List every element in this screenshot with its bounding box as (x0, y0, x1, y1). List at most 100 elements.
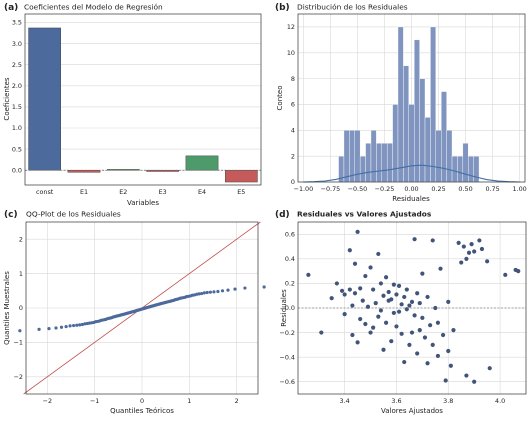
residual-point (342, 292, 347, 297)
residual-point (459, 260, 464, 265)
residual-point (381, 293, 386, 298)
panel-b-title: Distribución de los Residuales (297, 3, 408, 12)
y-tick-label: 8 (291, 75, 295, 83)
residual-point (371, 287, 376, 292)
residual-point (352, 291, 358, 296)
qq-point (18, 329, 22, 333)
hist-bar (468, 155, 474, 183)
panel-a-x-tick-labels: const E1 E2 E3 E4 E5 (36, 188, 245, 196)
residual-point (363, 273, 368, 279)
residual-point (394, 324, 399, 329)
panel-a-title: Coeficientes del Modelo de Regresión (24, 3, 163, 12)
residual-point (430, 342, 435, 347)
qq-point (75, 323, 79, 327)
residual-point (472, 249, 477, 254)
panel-c-y-axis-label: Quantiles Muestrales (3, 271, 11, 345)
qq-point (37, 327, 41, 331)
residual-point (417, 300, 422, 306)
residual-point (469, 242, 474, 247)
panel-d-y-tick-labels: −0.6 −0.4 −0.2 0.0 0.2 0.4 0.6 (279, 230, 295, 385)
hist-bar (403, 65, 409, 183)
panel-d-frame (297, 221, 527, 395)
residual-point (485, 259, 490, 264)
qq-point (59, 325, 64, 329)
y-tick-label: 3.0 (12, 40, 22, 48)
panel-a-y-axis-label: Coeficientes (3, 77, 11, 120)
residual-point (409, 330, 415, 335)
panel-letter-a: (a) (4, 3, 18, 13)
panel-b-histogram-bars (338, 26, 480, 183)
residual-point (334, 281, 339, 286)
residual-point (319, 330, 324, 335)
qq-point (78, 323, 82, 327)
y-tick-label: 2.0 (12, 82, 22, 90)
residual-point (472, 379, 477, 384)
residual-point (425, 361, 430, 366)
panel-a: (a) Coeficientes del Modelo de Regresión… (3, 3, 262, 207)
panel-c-frame (25, 221, 259, 395)
residual-point (386, 289, 391, 295)
residual-point (446, 299, 451, 304)
residual-point (409, 299, 415, 304)
y-tick-label: −0.4 (279, 353, 295, 361)
panel-c: (c) QQ-Plot de los Residuales −2 −1 0 1 2 −2… (3, 210, 266, 415)
residual-point (347, 287, 352, 292)
residual-point (399, 302, 404, 307)
residual-point (412, 237, 417, 242)
x-tick-label: 3.4 (340, 397, 350, 405)
qq-point (220, 289, 225, 293)
residual-point (368, 330, 373, 335)
residual-point (433, 305, 438, 311)
x-tick-label: 3.6 (391, 397, 401, 405)
hist-bar (386, 143, 393, 183)
qq-point (216, 289, 220, 294)
residual-point (365, 304, 371, 309)
x-tick-label: E3 (159, 188, 167, 196)
y-tick-label: 0 (19, 304, 23, 312)
y-tick-label: 10 (287, 49, 295, 57)
residual-point (339, 288, 345, 293)
bar-E1 (67, 170, 101, 173)
y-tick-label: 3.5 (12, 19, 22, 27)
panel-a-bars (28, 27, 258, 183)
y-tick-label: 0.4 (285, 255, 295, 263)
residual-point (352, 261, 358, 266)
y-tick-label: 1.5 (12, 103, 22, 111)
hist-bar (376, 143, 382, 183)
y-tick-label: 4 (291, 127, 295, 135)
panel-b-y-axis-label: Conteo (276, 86, 284, 111)
hist-bar (365, 143, 372, 183)
residual-point (516, 269, 521, 274)
hist-bar (473, 155, 480, 183)
hist-bar (457, 155, 464, 183)
panel-b-x-axis-label: Residuales (392, 195, 430, 203)
residual-point (389, 297, 394, 302)
panel-c-x-tick-labels: −2 −1 0 1 2 (43, 397, 239, 405)
residual-point (373, 300, 378, 306)
residual-point (389, 339, 394, 344)
qq-point (262, 285, 266, 289)
qq-point (200, 291, 204, 296)
qq-point (205, 290, 209, 295)
residual-point (347, 248, 352, 253)
x-tick-label: −0.25 (375, 185, 395, 193)
residual-point (376, 314, 381, 319)
x-tick-label: −0.75 (321, 185, 341, 193)
x-tick-label: 0.25 (431, 185, 445, 193)
residual-point (402, 359, 407, 365)
residual-point (342, 312, 347, 317)
residual-point (461, 244, 466, 249)
qq-point (64, 324, 68, 329)
hist-bar (424, 117, 431, 183)
y-tick-label: 1 (19, 270, 23, 278)
hist-bar (381, 143, 388, 183)
hist-bar (419, 78, 426, 183)
hist-bar (451, 155, 458, 183)
residual-point (430, 238, 435, 243)
residual-point (425, 294, 430, 300)
x-tick-label: −1.00 (294, 185, 314, 193)
panel-c-gridlines (26, 222, 258, 394)
residual-point (420, 315, 425, 320)
residual-point (464, 256, 469, 261)
